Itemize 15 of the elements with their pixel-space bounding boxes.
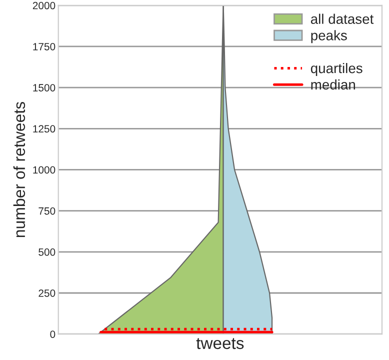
legend-label: peaks [311,30,347,44]
y-tick-label: 1500 [33,84,56,92]
y-tick-label: 750 [38,207,56,215]
y-axis-title: number of retweets [13,102,26,238]
y-tick-label: 500 [38,248,56,256]
y-tick-label: 1250 [33,125,56,133]
y-tick-label: 1750 [33,42,56,50]
y-tick-label: 1000 [33,166,56,174]
y-tick-label: 0 [50,330,56,338]
legend-label: quartiles [310,62,362,76]
legend-label: median [311,79,356,90]
legend-label: all dataset [310,14,374,24]
y-tick-label: 2000 [32,2,56,10]
x-axis-title: tweets [196,338,244,350]
y-tick-label: 250 [38,289,56,297]
